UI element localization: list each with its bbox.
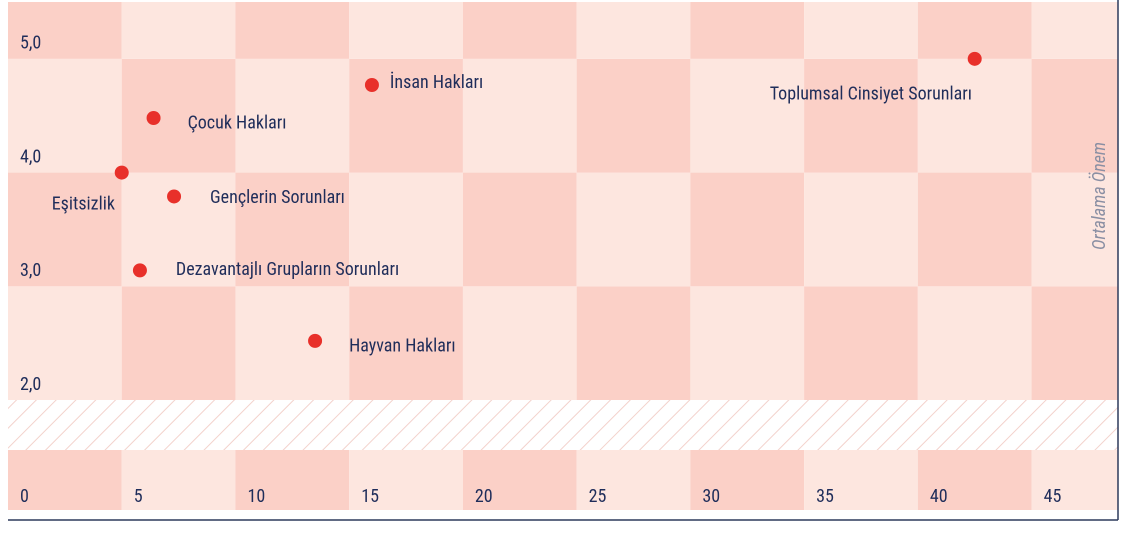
cell xyxy=(804,450,918,510)
cell xyxy=(804,2,918,59)
x-tick-label: 35 xyxy=(816,486,834,507)
cell xyxy=(121,450,236,510)
point xyxy=(364,78,379,93)
point-label: Gençlerin Sorunları xyxy=(210,187,345,208)
cell xyxy=(576,172,691,287)
cell xyxy=(8,58,122,173)
point xyxy=(308,333,323,348)
y-tick-label: 2,0 xyxy=(20,374,41,395)
point xyxy=(167,189,182,204)
point-label: İnsan Hakları xyxy=(390,72,483,93)
point xyxy=(967,51,982,66)
cell xyxy=(690,2,805,59)
cell xyxy=(349,450,463,510)
cell xyxy=(917,58,1032,173)
cell xyxy=(462,58,577,173)
cell xyxy=(1031,58,1118,173)
cell xyxy=(917,286,1032,400)
y-tick-label: 5,0 xyxy=(20,33,41,54)
point xyxy=(114,165,129,180)
cell xyxy=(462,450,577,510)
point-label: Dezavantajlı Grupların Sorunları xyxy=(176,259,399,280)
cell xyxy=(235,172,350,287)
cell xyxy=(462,172,577,287)
cell xyxy=(235,2,350,59)
hatch-band xyxy=(8,400,1118,450)
cell xyxy=(8,172,122,287)
cell xyxy=(804,172,918,287)
cell xyxy=(1031,2,1118,59)
y-axis-label: Ortalama Önem xyxy=(1089,142,1110,250)
y-tick-label: 3,0 xyxy=(20,260,41,281)
cell xyxy=(917,172,1032,287)
x-tick-label: 5 xyxy=(134,486,143,507)
background xyxy=(8,2,1118,510)
point-label: Çocuk Hakları xyxy=(188,113,287,134)
cell xyxy=(349,286,463,400)
point-label: Eşitsizlik xyxy=(52,193,115,214)
cell xyxy=(462,2,577,59)
cell xyxy=(235,450,350,510)
cell xyxy=(349,58,463,173)
x-tick-label: 15 xyxy=(361,486,379,507)
cell xyxy=(8,286,122,400)
cell xyxy=(917,450,1032,510)
cell xyxy=(121,2,236,59)
cell xyxy=(917,2,1032,59)
cell xyxy=(576,2,691,59)
x-tick-label: 40 xyxy=(930,486,948,507)
cell xyxy=(8,450,122,510)
cell xyxy=(804,58,918,173)
cell xyxy=(235,58,350,173)
cell xyxy=(576,58,691,173)
x-tick-label: 20 xyxy=(475,486,493,507)
point-label: Toplumsal Cinsiyet Sorunları xyxy=(770,84,972,105)
point xyxy=(132,263,147,278)
x-tick-label: 0 xyxy=(20,486,29,507)
x-tick-label: 45 xyxy=(1044,486,1062,507)
cell xyxy=(349,2,463,59)
cell xyxy=(235,286,350,400)
cell xyxy=(1031,286,1118,400)
cell xyxy=(349,172,463,287)
cell xyxy=(121,286,236,400)
cell xyxy=(462,286,577,400)
cell xyxy=(1031,450,1118,510)
cell xyxy=(8,2,122,59)
cell xyxy=(576,450,691,510)
cell xyxy=(690,286,805,400)
cell xyxy=(1031,172,1118,287)
x-tick-label: 30 xyxy=(702,486,720,507)
point-label: Hayvan Hakları xyxy=(349,336,456,357)
x-tick-label: 25 xyxy=(589,486,607,507)
cell xyxy=(804,286,918,400)
cell xyxy=(576,286,691,400)
cell xyxy=(690,450,805,510)
x-tick-label: 10 xyxy=(247,486,265,507)
point xyxy=(146,110,161,125)
cell xyxy=(690,58,805,173)
cell xyxy=(121,58,236,173)
y-tick-label: 4,0 xyxy=(20,146,41,167)
cell xyxy=(690,172,805,287)
